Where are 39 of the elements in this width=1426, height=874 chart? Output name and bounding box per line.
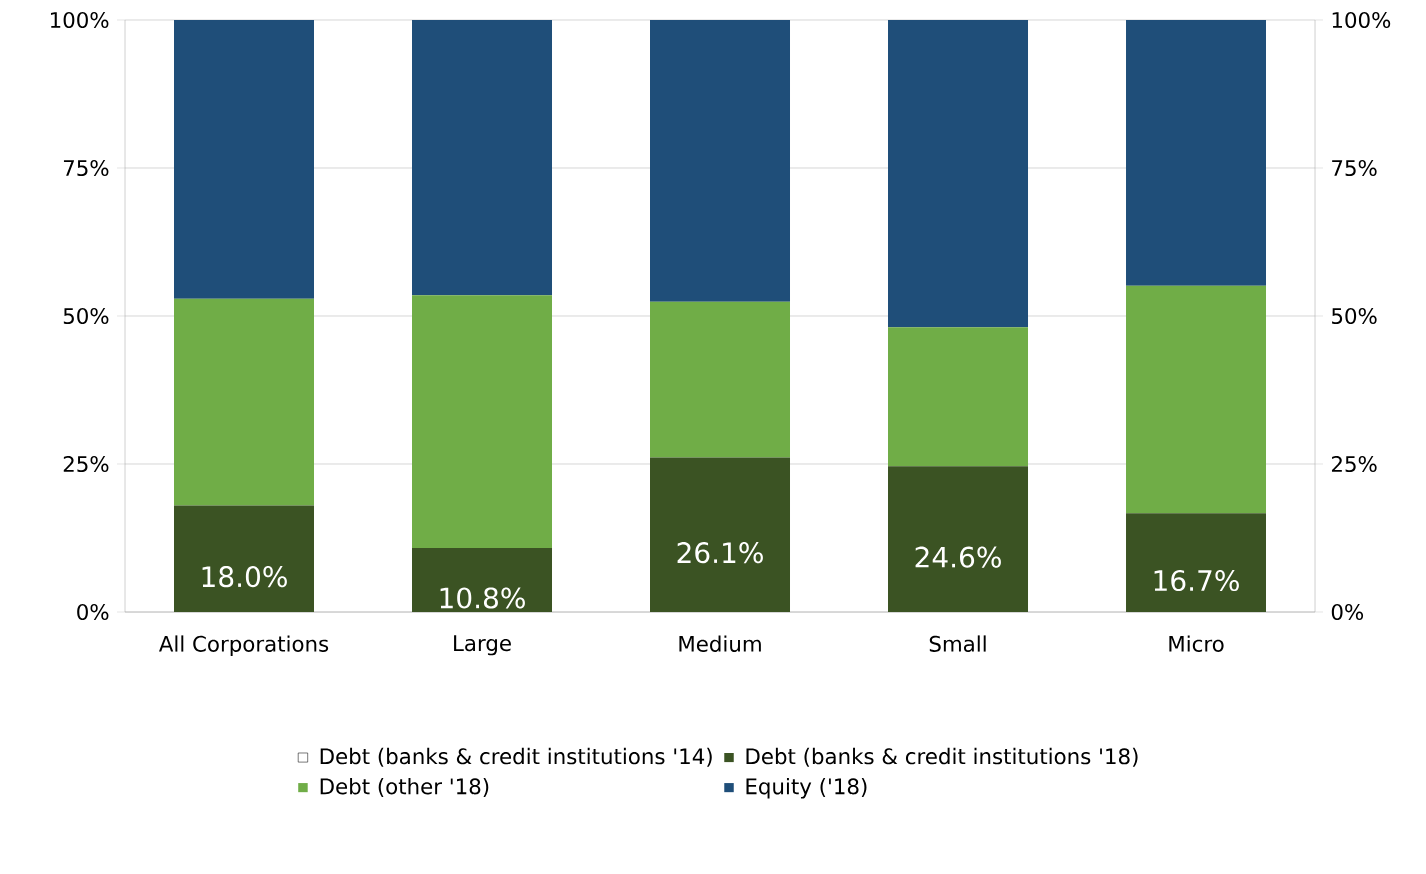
legend-label: Debt (other '18) (320, 777, 489, 797)
x-tick-label: Large (454, 635, 511, 656)
y2-tick-label: 100% (1332, 11, 1391, 29)
y2-tick-label: 0% (1331, 603, 1364, 621)
legend-label: Equity ('18) (746, 777, 867, 799)
legend-label: Debt (banks & credit institutions '14) (320, 747, 712, 767)
data-label: 10.8% (440, 587, 525, 609)
y-tick-label: 0% (77, 603, 109, 621)
data-label: 26.1% (677, 542, 763, 564)
bar (888, 19, 1029, 328)
bar (650, 457, 791, 612)
bar (650, 19, 791, 302)
bar (412, 548, 553, 612)
bar (174, 298, 314, 506)
data-label: 24.6% (915, 546, 1001, 568)
y2-tick-label: 75% (1332, 159, 1377, 177)
bar (888, 466, 1029, 612)
data-label: 18.0% (202, 566, 287, 588)
y-tick-label: 25% (63, 455, 109, 473)
bar (1126, 19, 1267, 286)
y-tick-label: 50% (63, 307, 109, 325)
bar (1126, 513, 1267, 612)
y2-tick-label: 50% (1332, 307, 1377, 325)
bar (412, 19, 553, 296)
x-tick-label: All Corporations (158, 635, 329, 657)
x-tick-label: Micro (1169, 635, 1224, 652)
data-label: 16.7% (1154, 569, 1239, 592)
y2-tick-label: 25% (1331, 455, 1377, 473)
bar (412, 295, 553, 549)
bar (1126, 285, 1267, 514)
bar (888, 327, 1029, 467)
x-tick-label: Medium (679, 635, 761, 652)
bar (174, 505, 314, 612)
y-tick-label: 75% (63, 159, 109, 177)
legend-label: Debt (banks & credit institutions '18) (746, 747, 1138, 767)
x-tick-label: Small (929, 635, 986, 652)
y-tick-label: 100% (50, 11, 109, 29)
bar (650, 301, 791, 458)
bar (174, 19, 314, 299)
